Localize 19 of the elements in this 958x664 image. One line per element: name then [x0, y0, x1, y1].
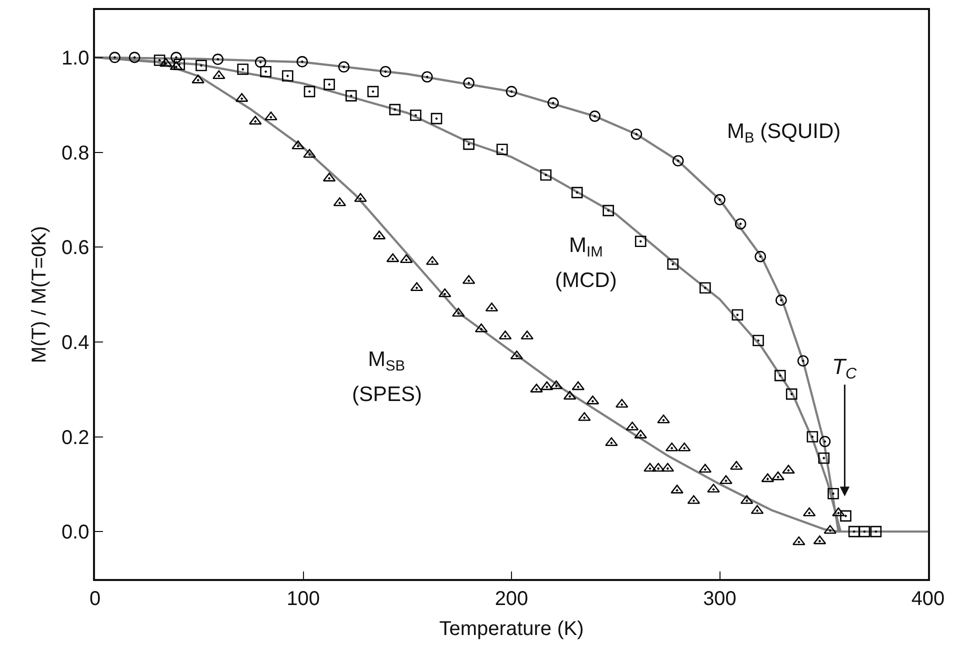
y-tick-label: 0.0: [61, 522, 90, 544]
x-tick-label: 400: [911, 588, 945, 610]
y-axis-title: M(T) / M(T=0K): [28, 226, 50, 364]
annotation: M$_{SB}$: [368, 348, 406, 374]
annotation: (MCD): [555, 269, 617, 292]
annotation: M$_{B}$ (SQUID): [727, 120, 841, 146]
annotation: (SPES): [352, 383, 422, 406]
x-tick-label: 0: [89, 588, 101, 610]
x-tick-label: 200: [494, 588, 528, 610]
x-tick-label: 100: [286, 588, 320, 610]
x-axis-title: Temperature (K): [439, 618, 584, 640]
y-tick-label: 0.6: [61, 237, 90, 260]
annotation: T$_{C}$: [832, 354, 858, 383]
annotation: M$_{IM}$: [569, 234, 603, 260]
y-tick-label: 0.2: [61, 426, 90, 449]
y-tick-label: 0.8: [61, 142, 90, 164]
y-tick-label: 1.0: [61, 47, 90, 70]
y-tick-label: 0.4: [61, 332, 90, 354]
x-tick-label: 300: [703, 588, 736, 610]
